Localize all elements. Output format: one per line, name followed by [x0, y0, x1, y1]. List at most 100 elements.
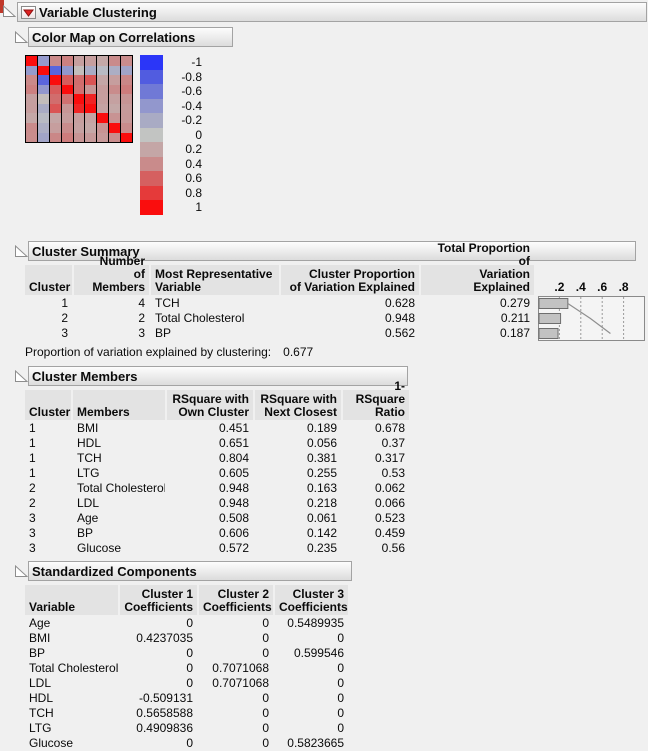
table-row: 1 BMI 0.451 0.189 0.678	[25, 421, 411, 436]
heatmap-cell	[26, 65, 37, 76]
heatmap-cell	[61, 65, 73, 76]
heatmap-cell	[109, 122, 121, 133]
heatmap-column	[26, 56, 38, 143]
legend-label: -0.2	[181, 113, 202, 128]
cluster-summary-header[interactable]: Cluster Summary	[28, 241, 636, 261]
disclosure-triangle-icon[interactable]	[14, 565, 28, 578]
table-cell: 1	[29, 466, 36, 480]
disclosure-triangle-icon[interactable]	[2, 5, 16, 18]
table-cell: 0.53	[381, 466, 405, 480]
table-row: Glucose 0 0 0.5823665	[25, 736, 350, 751]
heatmap-cell	[37, 113, 49, 123]
heatmap-cell	[109, 84, 121, 95]
legend-band	[140, 69, 163, 85]
table-cell: Age	[29, 616, 51, 630]
table-cell: 0	[186, 676, 193, 690]
heatmap-column	[109, 56, 122, 143]
table-cell: 2	[138, 311, 145, 325]
table-row: LDL 0 0.7071068 0	[25, 676, 350, 691]
cluster-members-header[interactable]: Cluster Members	[28, 366, 408, 386]
table-cell: BP	[155, 326, 172, 340]
heatmap-cell	[85, 84, 97, 95]
heatmap-cell	[121, 94, 133, 104]
table-cell: 1	[29, 451, 36, 465]
table-cell: 0	[186, 616, 193, 630]
table-cell: 0	[186, 661, 193, 675]
heatmap-cell	[49, 75, 61, 85]
table-cell: Total Cholesterol	[77, 481, 165, 495]
column-header: Most Representative Variable	[151, 265, 279, 295]
table-cell: 0.4909836	[136, 721, 193, 735]
legend-label: 0.6	[185, 171, 202, 186]
heatmap-cell	[37, 103, 49, 114]
legend-band	[140, 185, 163, 201]
heatmap-cell	[49, 94, 61, 104]
heatmap-cell	[109, 113, 121, 123]
heatmap-cell	[73, 122, 85, 133]
table-cell: 0	[337, 721, 344, 735]
heatmap-cell	[97, 132, 109, 143]
table-row: LTG 0.4909836 0 0	[25, 721, 350, 736]
heatmap-cell	[49, 113, 61, 123]
heatmap-cell	[49, 56, 61, 66]
heatmap-cell	[37, 132, 49, 143]
legend-label: 0	[195, 127, 202, 142]
table-cell: 0.187	[499, 326, 530, 340]
section-title: Color Map on Correlations	[32, 29, 196, 45]
disclosure-triangle-icon[interactable]	[14, 245, 28, 258]
legend-band	[140, 142, 163, 157]
heatmap-cell	[26, 132, 37, 143]
table-cell: 0.948	[384, 311, 415, 325]
table-cell: LTG	[29, 721, 52, 735]
heatmap-cell	[37, 94, 49, 104]
color-map-header[interactable]: Color Map on Correlations	[28, 27, 233, 47]
table-cell: TCH	[29, 706, 54, 720]
table-cell: 0.651	[218, 436, 249, 450]
table-row: BMI 0.4237035 0 0	[25, 631, 350, 646]
table-row: 3 BP 0.606 0.142 0.459	[25, 526, 411, 541]
standardized-components-header[interactable]: Standardized Components	[28, 561, 352, 581]
table-cell: 2	[61, 311, 68, 325]
standardized-components-table-header: Variable Cluster 1 Coefficients Cluster 2 Co…	[25, 585, 350, 615]
table-cell: Glucose	[29, 736, 74, 750]
heatmap-cell	[109, 94, 121, 104]
legend-label: -0.4	[181, 98, 202, 113]
heatmap-cell	[26, 103, 37, 114]
heatmap-cell	[121, 75, 133, 85]
heatmap-cell	[61, 122, 73, 133]
table-cell: 0	[262, 616, 269, 630]
window-edge-artifact	[0, 0, 4, 13]
table-cell: 0	[337, 691, 344, 705]
table-cell: 0	[337, 706, 344, 720]
table-cell: 1	[29, 421, 36, 435]
heatmap-cell	[26, 84, 37, 95]
red-triangle-menu-button[interactable]	[21, 5, 36, 19]
heatmap-column	[97, 56, 110, 143]
heatmap-cell	[97, 65, 109, 76]
table-cell: 0.5658588	[136, 706, 193, 720]
table-cell: 0	[262, 721, 269, 735]
heatmap-cell	[49, 132, 61, 143]
legend-label: 0.8	[185, 185, 202, 200]
table-cell: 0	[262, 706, 269, 720]
heatmap-cell	[121, 113, 133, 123]
heatmap-cell	[97, 103, 109, 114]
disclosure-triangle-icon[interactable]	[14, 370, 28, 383]
heatmap-cell	[49, 65, 61, 76]
heatmap-cell	[109, 75, 121, 85]
table-cell: 0	[186, 736, 193, 750]
legend-band	[140, 127, 163, 143]
table-cell: BP	[77, 526, 94, 540]
column-header: Cluster 3 Coefficients	[275, 585, 348, 615]
table-cell: LDL	[29, 676, 52, 690]
variable-clustering-header[interactable]: Variable Clustering	[17, 2, 647, 22]
legend-band	[140, 156, 163, 172]
disclosure-triangle-icon[interactable]	[14, 31, 28, 44]
section-title: Cluster Members	[32, 368, 138, 384]
table-cell: 0.142	[306, 526, 337, 540]
table-cell: 0.7071068	[212, 661, 269, 675]
proportion-label: Proportion of variation explained by clu…	[25, 345, 272, 359]
table-cell: BP	[29, 646, 46, 660]
axis-tick-label: .8	[618, 280, 629, 294]
table-cell: 3	[29, 526, 36, 540]
